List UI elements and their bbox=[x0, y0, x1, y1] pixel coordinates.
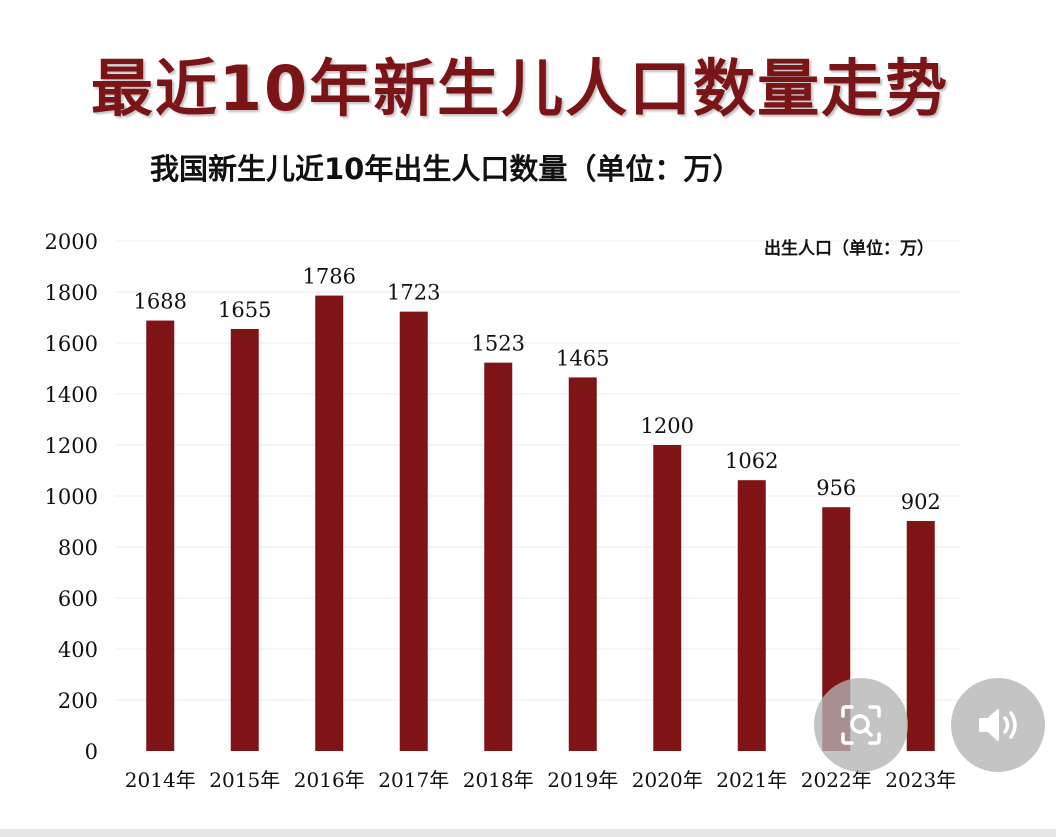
bar bbox=[484, 362, 513, 751]
bar bbox=[568, 377, 597, 751]
y-tick-label: 1400 bbox=[45, 383, 98, 407]
sound-button[interactable] bbox=[951, 678, 1045, 772]
data-label: 956 bbox=[816, 476, 856, 500]
speaker-icon bbox=[979, 709, 1017, 741]
y-tick-label: 1200 bbox=[45, 434, 98, 458]
y-tick-label: 800 bbox=[58, 536, 98, 560]
y-tick-label: 2000 bbox=[45, 230, 98, 254]
image-search-button[interactable] bbox=[814, 678, 908, 772]
data-label: 902 bbox=[901, 490, 941, 514]
y-tick-label: 1000 bbox=[45, 485, 98, 509]
x-tick-label: 2019年 bbox=[547, 768, 618, 792]
bar bbox=[315, 295, 344, 751]
x-tick-label: 2018年 bbox=[463, 768, 534, 792]
x-tick-label: 2021年 bbox=[716, 768, 787, 792]
y-tick-label: 200 bbox=[58, 689, 98, 713]
x-tick-label: 2016年 bbox=[294, 768, 365, 792]
bar bbox=[230, 328, 259, 751]
data-label: 1723 bbox=[387, 281, 440, 305]
data-label: 1523 bbox=[472, 332, 525, 356]
y-tick-label: 1800 bbox=[45, 281, 98, 305]
x-tick-label: 2017年 bbox=[378, 768, 449, 792]
legend-label: 出生人口（单位：万） bbox=[764, 238, 934, 259]
bar bbox=[906, 520, 935, 751]
y-tick-label: 400 bbox=[58, 638, 98, 662]
x-tick-label: 2022年 bbox=[801, 768, 872, 792]
bottom-strip bbox=[0, 829, 1056, 837]
data-label: 1655 bbox=[218, 298, 271, 322]
x-tick-label: 2020年 bbox=[632, 768, 703, 792]
bar bbox=[399, 311, 428, 751]
data-label: 1062 bbox=[725, 449, 778, 473]
x-tick-label: 2014年 bbox=[125, 768, 196, 792]
image-search-icon bbox=[841, 705, 881, 745]
bar bbox=[146, 320, 175, 751]
bar bbox=[653, 445, 682, 751]
main-title: 最近10年新生儿人口数量走势 bbox=[90, 52, 950, 125]
bar bbox=[737, 480, 766, 751]
data-label: 1465 bbox=[556, 346, 609, 370]
y-tick-label: 600 bbox=[58, 587, 98, 611]
chart-title: 我国新生儿近10年出生人口数量（单位：万） bbox=[150, 152, 742, 186]
y-tick-label: 0 bbox=[85, 740, 98, 764]
data-label: 1786 bbox=[303, 265, 356, 289]
x-tick-label: 2023年 bbox=[885, 768, 956, 792]
data-label: 1200 bbox=[641, 414, 694, 438]
data-label: 1688 bbox=[134, 290, 187, 314]
x-tick-label: 2015年 bbox=[209, 768, 280, 792]
y-tick-label: 1600 bbox=[45, 332, 98, 356]
